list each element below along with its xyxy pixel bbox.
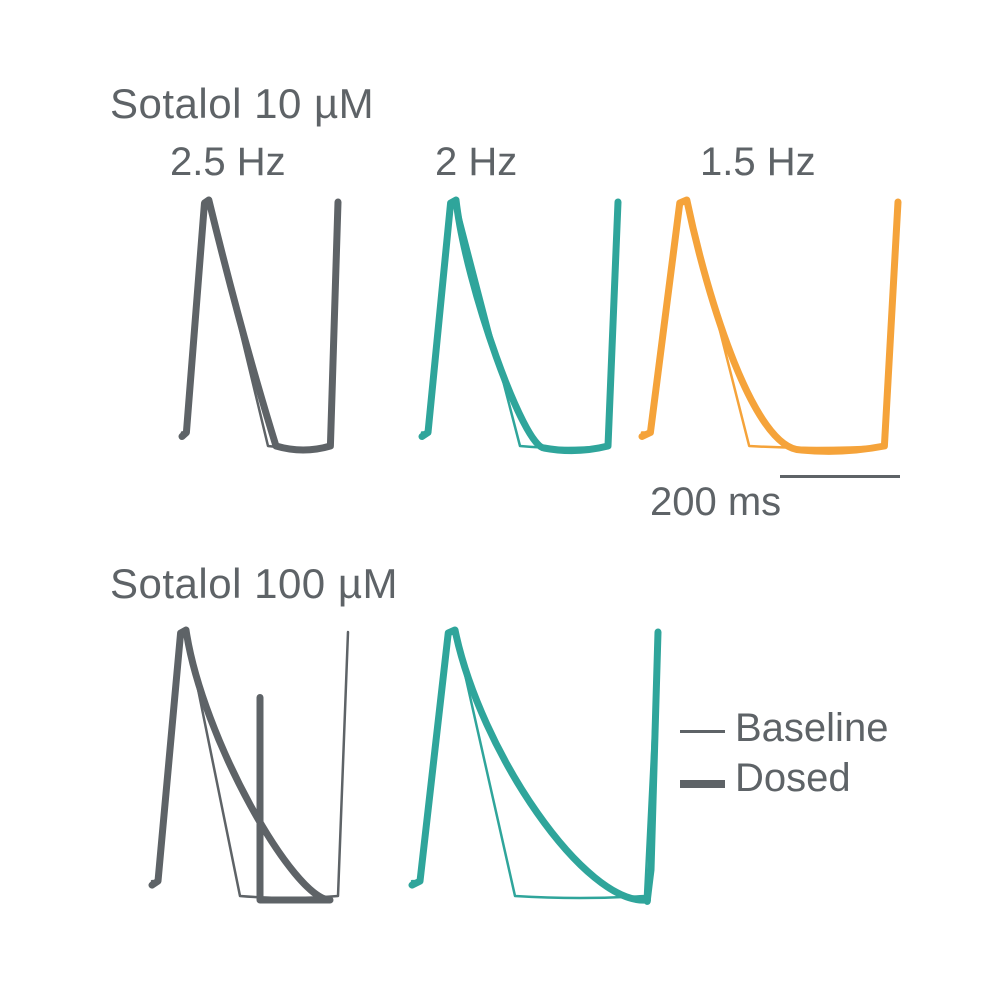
baseline-trace <box>152 630 348 898</box>
row2-title: Sotalol 100 µM <box>110 560 398 608</box>
dosed-trace <box>412 630 658 901</box>
dosed-trace <box>152 630 330 900</box>
dosed-trace <box>642 200 898 451</box>
legend-baseline-label: Baseline <box>735 706 888 751</box>
ap-trace <box>640 200 900 450</box>
ap-trace <box>420 200 620 450</box>
freq-label-2-5hz: 2.5 Hz <box>170 140 286 185</box>
legend-baseline-line <box>680 730 725 733</box>
ap-trace <box>180 200 340 450</box>
freq-label-1-5hz: 1.5 Hz <box>700 140 816 185</box>
scalebar-line <box>780 475 900 478</box>
dosed-trace <box>422 200 618 451</box>
ap-trace <box>150 630 350 900</box>
row1-title: Sotalol 10 µM <box>110 80 374 128</box>
ap-trace <box>410 630 660 900</box>
baseline-trace <box>642 200 898 448</box>
freq-label-2hz: 2 Hz <box>435 140 517 185</box>
baseline-trace <box>182 200 338 448</box>
legend-dosed-label: Dosed <box>735 756 851 801</box>
legend-dosed-line <box>680 780 725 788</box>
baseline-trace <box>412 630 658 898</box>
scalebar-label: 200 ms <box>650 480 781 525</box>
